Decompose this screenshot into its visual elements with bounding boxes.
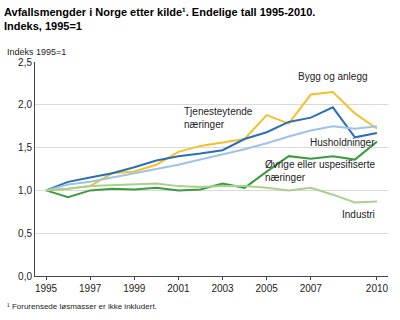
svg-text:1995: 1995 [35, 283, 58, 294]
svg-text:2007: 2007 [300, 283, 323, 294]
svg-text:2010: 2010 [366, 283, 389, 294]
svg-text:0,0: 0,0 [18, 271, 32, 282]
svg-text:Bygg og anlegg: Bygg og anlegg [298, 71, 368, 82]
svg-text:1997: 1997 [79, 283, 102, 294]
svg-text:Øvrige eller uspesifisertenæri: Øvrige eller uspesifisertenæringer [265, 159, 375, 183]
svg-text:1999: 1999 [123, 283, 146, 294]
svg-text:1,5: 1,5 [18, 142, 32, 153]
svg-text:2005: 2005 [256, 283, 279, 294]
svg-text:1,0: 1,0 [18, 185, 32, 196]
svg-text:2003: 2003 [211, 283, 234, 294]
svg-text:2,0: 2,0 [18, 99, 32, 110]
svg-text:Husholdninger: Husholdninger [310, 137, 375, 148]
svg-text:2,5: 2,5 [18, 57, 32, 68]
svg-text:0,5: 0,5 [18, 228, 32, 239]
svg-text:Industri: Industri [342, 209, 375, 220]
svg-text:¹ Forurensede løsmasser er ikk: ¹ Forurensede løsmasser er ikke inkluder… [7, 302, 157, 311]
svg-text:Avfallsmengder i Norge etter k: Avfallsmengder i Norge etter kilde¹. End… [4, 6, 315, 32]
svg-text:Indeks 1995=1: Indeks 1995=1 [7, 47, 66, 57]
svg-text:2001: 2001 [167, 283, 190, 294]
svg-text:Tjenesteytendenæringer: Tjenesteytendenæringer [184, 106, 253, 130]
